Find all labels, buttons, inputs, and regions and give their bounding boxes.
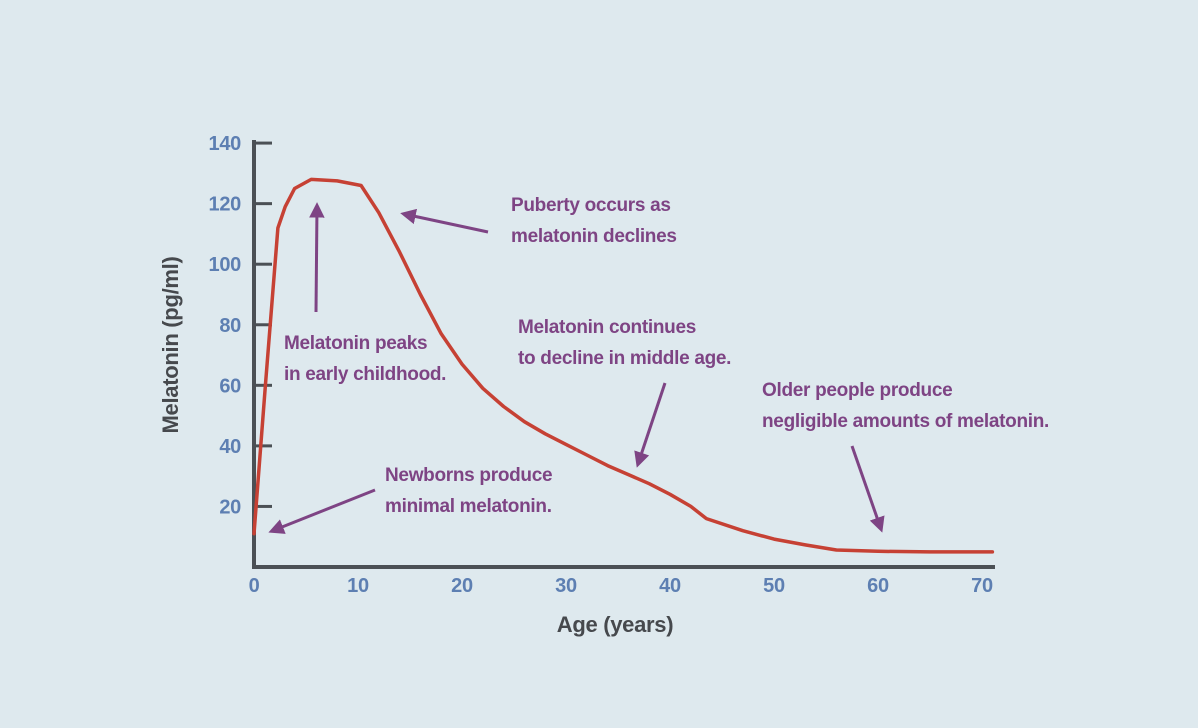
annotation-arrows xyxy=(268,202,885,534)
y-tick-label: 120 xyxy=(209,194,242,216)
x-tick-label: 10 xyxy=(347,575,369,597)
axes xyxy=(252,140,995,569)
x-tick-label: 50 xyxy=(763,575,785,597)
annotation-line: to decline in middle age. xyxy=(518,348,731,369)
arrow-puberty xyxy=(400,208,489,234)
x-axis-labels: 0 10 20 30 40 50 60 70 xyxy=(249,575,994,597)
annotation-line: melatonin declines xyxy=(511,226,677,247)
y-tick-label: 80 xyxy=(219,315,241,337)
annotation-line: Melatonin peaks xyxy=(284,333,427,354)
x-tick-label: 40 xyxy=(659,575,681,597)
arrow-older xyxy=(850,445,885,533)
annotation-line: Older people produce xyxy=(762,380,952,401)
annotation-line: minimal melatonin. xyxy=(385,496,552,517)
annotation-newborn: Newborns produce minimal melatonin. xyxy=(385,465,553,517)
y-axis-title: Melatonin (pg/ml) xyxy=(158,257,183,434)
annotation-peak: Melatonin peaks in early childhood. xyxy=(284,333,446,385)
x-tick-label: 20 xyxy=(451,575,473,597)
y-tick-label: 20 xyxy=(219,496,241,518)
annotation-line: Puberty occurs as xyxy=(511,195,671,216)
x-tick-label: 30 xyxy=(555,575,577,597)
y-tick-label: 60 xyxy=(219,375,241,397)
y-axis-labels: 20 40 60 80 100 120 140 xyxy=(209,133,242,518)
x-tick-label: 60 xyxy=(867,575,889,597)
annotation-line: in early childhood. xyxy=(284,364,446,385)
annotation-line: Melatonin continues xyxy=(518,317,696,338)
annotation-line: Newborns produce xyxy=(385,465,552,486)
y-axis-ticks xyxy=(256,141,272,508)
annotation-middle-age: Melatonin continues to decline in middle… xyxy=(518,317,731,369)
x-tick-label: 70 xyxy=(971,575,993,597)
x-tick-label: 0 xyxy=(249,575,260,597)
melatonin-curve xyxy=(252,177,995,554)
y-tick-label: 40 xyxy=(219,436,241,458)
y-tick-label: 100 xyxy=(209,254,242,276)
annotation-older: Older people produce negligible amounts … xyxy=(762,380,1049,432)
y-tick-label: 140 xyxy=(209,133,242,155)
annotation-puberty: Puberty occurs as melatonin declines xyxy=(511,195,677,247)
annotation-line: negligible amounts of melatonin. xyxy=(762,411,1049,432)
arrow-newborn xyxy=(268,488,376,534)
arrow-peak xyxy=(309,202,325,313)
x-axis-title: Age (years) xyxy=(557,612,674,637)
arrow-middle-age xyxy=(634,382,667,468)
